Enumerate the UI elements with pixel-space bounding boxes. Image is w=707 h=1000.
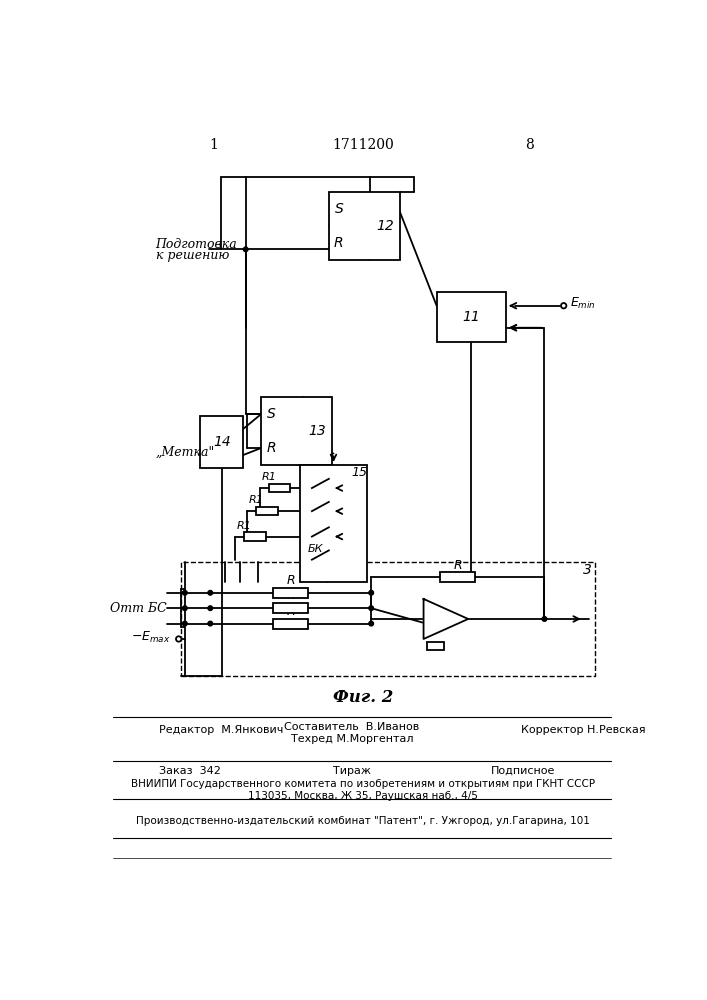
Text: 14: 14: [213, 435, 230, 449]
Text: R: R: [286, 574, 295, 587]
Bar: [257, 507, 278, 515]
Text: R: R: [286, 589, 295, 602]
Text: „Метка": „Метка": [156, 445, 215, 458]
Circle shape: [182, 606, 187, 610]
Text: $E_{min}$: $E_{min}$: [570, 296, 596, 311]
Text: Отт БС: Отт БС: [110, 602, 167, 615]
Text: R: R: [267, 441, 276, 455]
Text: Подготовка: Подготовка: [156, 238, 238, 251]
Text: R1: R1: [237, 521, 252, 531]
Text: к решению: к решению: [156, 249, 229, 262]
Circle shape: [208, 590, 213, 595]
Circle shape: [369, 621, 373, 626]
Bar: [274, 603, 308, 613]
Bar: [437, 292, 506, 342]
Circle shape: [369, 590, 373, 595]
Text: R: R: [453, 559, 462, 572]
Text: R1: R1: [249, 495, 264, 505]
Bar: [181, 562, 595, 676]
Text: Фиг. 2: Фиг. 2: [332, 689, 393, 706]
Text: 113035, Москва, Ж 35, Раушская наб., 4/5: 113035, Москва, Ж 35, Раушская наб., 4/5: [247, 791, 478, 801]
Circle shape: [542, 617, 547, 621]
Bar: [261, 397, 332, 465]
Text: Редактор  М.Янкович: Редактор М.Янкович: [160, 725, 284, 735]
Circle shape: [176, 636, 182, 642]
Text: 11: 11: [462, 310, 480, 324]
Text: Техред М.Моргентал: Техред М.Моргентал: [291, 734, 413, 744]
Text: Подписное: Подписное: [491, 766, 555, 776]
Polygon shape: [423, 599, 468, 639]
Text: 3: 3: [583, 563, 592, 577]
Bar: [274, 619, 308, 629]
Text: 13: 13: [308, 424, 326, 438]
Bar: [329, 192, 399, 260]
Bar: [244, 532, 266, 541]
Text: БК: БК: [308, 544, 322, 554]
Text: R: R: [286, 605, 295, 618]
Text: R1: R1: [262, 472, 276, 482]
Text: 12: 12: [376, 219, 394, 233]
Bar: [269, 484, 291, 492]
Text: ВНИИПИ Государственного комитета по изобретениям и открытиям при ГКНТ СССР: ВНИИПИ Государственного комитета по изоб…: [131, 779, 595, 789]
Text: R: R: [334, 236, 344, 250]
Bar: [300, 465, 368, 582]
Text: Тираж: Тираж: [333, 766, 371, 776]
Circle shape: [369, 606, 373, 610]
Circle shape: [208, 621, 213, 626]
Text: Корректор Н.Ревская: Корректор Н.Ревская: [521, 725, 646, 735]
Circle shape: [182, 621, 187, 626]
Text: Заказ  342: Заказ 342: [160, 766, 221, 776]
Text: S: S: [334, 202, 343, 216]
Text: 15: 15: [351, 466, 368, 479]
Text: Производственно-издательский комбинат "Патент", г. Ужгород, ул.Гагарина, 101: Производственно-издательский комбинат "П…: [136, 816, 590, 826]
Text: 1711200: 1711200: [332, 138, 394, 152]
Circle shape: [182, 590, 187, 595]
Circle shape: [243, 247, 248, 252]
Bar: [200, 416, 243, 468]
Bar: [274, 588, 308, 598]
Text: $-E_{max}$: $-E_{max}$: [132, 630, 171, 645]
Circle shape: [561, 303, 566, 308]
Bar: [440, 572, 475, 582]
Text: S: S: [267, 407, 276, 421]
Text: 1: 1: [209, 138, 218, 152]
Text: 8: 8: [525, 138, 533, 152]
Circle shape: [208, 606, 213, 610]
Bar: [426, 642, 443, 650]
Text: Составитель  В.Иванов: Составитель В.Иванов: [284, 722, 419, 732]
